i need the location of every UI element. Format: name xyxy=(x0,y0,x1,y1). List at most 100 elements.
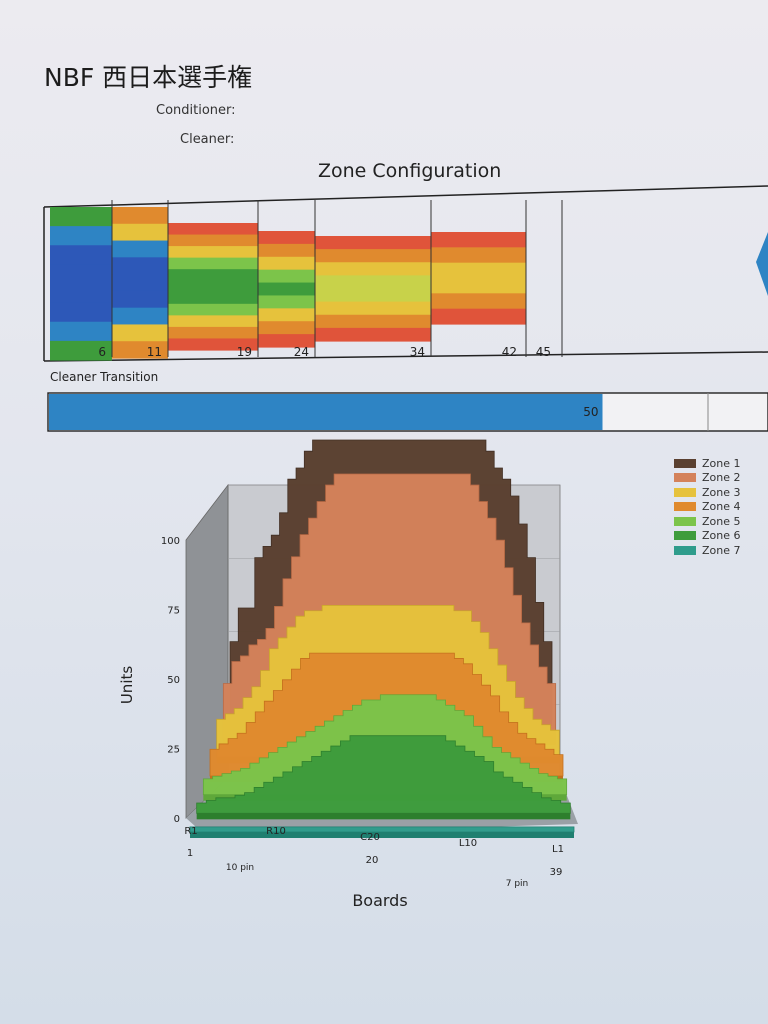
zone-band xyxy=(50,245,112,265)
legend-swatch xyxy=(674,487,696,497)
legend-label: Zone 1 xyxy=(702,456,741,470)
zone-band xyxy=(431,247,526,264)
zone-bar-bottom-edge xyxy=(43,351,768,362)
zone-band xyxy=(112,223,168,242)
zone-band xyxy=(168,234,258,247)
zone-band xyxy=(168,303,258,316)
x-axis-label: Boards xyxy=(352,891,407,910)
zone-band xyxy=(315,314,431,329)
cleaner-transition-label: Cleaner Transition xyxy=(50,370,159,384)
zone-band xyxy=(258,295,315,309)
zone-band xyxy=(168,338,258,351)
zone-band xyxy=(315,249,431,263)
zone-band xyxy=(258,334,315,348)
x-tick-label: R10 xyxy=(266,826,286,837)
scroll-arrow-icon xyxy=(756,232,768,296)
legend-entry: Zone 5 xyxy=(674,514,741,529)
zone-band xyxy=(168,280,258,293)
legend-label: Zone 3 xyxy=(702,485,741,499)
zone-segment xyxy=(431,232,526,325)
zone-band xyxy=(168,246,258,259)
zone-band xyxy=(315,327,431,342)
x-annotation-label: 10 pin xyxy=(226,863,254,873)
legend-entry: Zone 1 xyxy=(674,456,741,471)
zone-band xyxy=(258,282,315,297)
conditioner-label: Conditioner: xyxy=(156,103,236,118)
zone-segment xyxy=(315,236,431,342)
zone-band xyxy=(50,207,112,227)
cleaner-transition-bar: 50 xyxy=(47,392,768,432)
zone-band xyxy=(50,283,112,304)
series-area-zone-7 xyxy=(189,826,575,833)
legend-label: Zone 7 xyxy=(702,543,741,557)
legend-entry: Zone 2 xyxy=(674,471,741,486)
zone-band xyxy=(168,223,258,236)
zone-band xyxy=(431,293,526,310)
x-tick-label: L10 xyxy=(459,838,477,849)
zone-segment xyxy=(258,231,315,348)
zone-band xyxy=(112,290,168,309)
zone-band xyxy=(258,321,315,335)
zone-band xyxy=(50,226,112,246)
zone-band xyxy=(431,278,526,294)
x-tick-label: C20 xyxy=(360,832,380,843)
zone-band xyxy=(168,326,258,340)
zone-bar-top-edge xyxy=(43,185,768,208)
zone-band xyxy=(168,257,258,270)
legend-entry: Zone 6 xyxy=(674,529,741,544)
x-annotation-label: 7 pin xyxy=(506,879,529,889)
zone-band xyxy=(315,275,431,290)
zone-band xyxy=(168,292,258,305)
zone-band xyxy=(50,302,112,323)
zone-segment xyxy=(168,223,258,351)
y-tick-label: 75 xyxy=(167,606,180,617)
cleaner-value-label: 50 xyxy=(583,405,598,419)
zone-band xyxy=(258,243,315,258)
zone-band xyxy=(315,236,431,250)
zone-band xyxy=(112,257,168,275)
legend-label: Zone 5 xyxy=(702,514,741,528)
x-tick-secondary-label: 20 xyxy=(366,855,379,866)
zone-configuration-title: Zone Configuration xyxy=(318,160,502,182)
legend-entry: Zone 3 xyxy=(674,485,741,500)
legend-label: Zone 6 xyxy=(702,529,741,543)
zone-band xyxy=(431,232,526,248)
zone-board-label: 45 xyxy=(536,345,551,359)
zone-board-label: 19 xyxy=(237,345,252,359)
zone-segment xyxy=(50,207,112,361)
zone-band xyxy=(258,256,315,271)
zone-band xyxy=(431,262,526,279)
y-axis-label: Units xyxy=(118,666,136,705)
zone-band xyxy=(315,288,431,303)
x-tick-secondary-label: 39 xyxy=(550,867,563,878)
zone-board-label: 24 xyxy=(294,345,309,359)
zone-band xyxy=(112,207,168,225)
zone-band xyxy=(168,269,258,282)
legend-swatch xyxy=(674,458,696,468)
legend-swatch xyxy=(674,516,696,526)
series-area-zone-6 xyxy=(196,735,571,814)
zone-board-label: 11 xyxy=(147,345,162,359)
legend-label: Zone 4 xyxy=(702,500,741,514)
series-edge-zone-7 xyxy=(190,832,574,838)
zone-band xyxy=(112,324,168,342)
zone-band xyxy=(112,274,168,292)
cleaner-fill xyxy=(49,394,603,430)
zone-board-label: 6 xyxy=(98,345,106,359)
legend-entry: Zone 4 xyxy=(674,500,741,515)
legend-entry: Zone 7 xyxy=(674,543,741,558)
x-tick-secondary-label: 1 xyxy=(187,848,193,859)
legend-swatch xyxy=(674,473,696,483)
zone-band xyxy=(112,307,168,326)
cleaner-label: Cleaner: xyxy=(180,132,235,147)
zone-band xyxy=(112,240,168,258)
y-tick-label: 25 xyxy=(167,745,180,756)
legend-swatch xyxy=(674,502,696,512)
zone-band xyxy=(112,341,168,359)
zone-band xyxy=(258,231,315,245)
y-tick-label: 0 xyxy=(174,814,180,825)
zone-band xyxy=(315,301,431,316)
zone-board-label: 42 xyxy=(502,345,517,359)
